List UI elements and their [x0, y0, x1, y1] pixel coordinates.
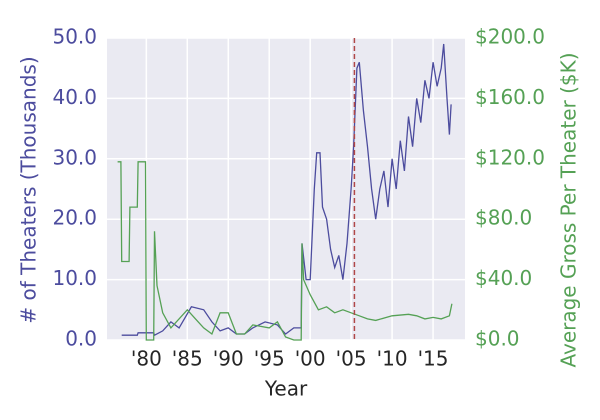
x-tick-label: '10	[377, 347, 408, 371]
x-tick-label: '85	[172, 347, 203, 371]
x-tick-label: '00	[295, 347, 326, 371]
x-tick-label: '80	[131, 347, 162, 371]
x-tick-label: '90	[213, 347, 244, 371]
series-line	[117, 161, 453, 341]
x-tick-label: '15	[418, 347, 449, 371]
y-tick-label: 30.0	[52, 145, 97, 169]
y2-tick-label: $40.0	[475, 266, 532, 290]
y-tick-label: 40.0	[52, 85, 97, 109]
y2-tick-label: $120.0	[475, 145, 545, 169]
y-tick-label: 20.0	[52, 206, 97, 230]
y-tick-label: 0.0	[65, 327, 97, 351]
x-axis-label: Year	[264, 377, 308, 401]
y2-tick-label: $160.0	[475, 85, 545, 109]
x-tick-label: '05	[336, 347, 367, 371]
x-tick-label: '95	[254, 347, 285, 371]
plot-area	[107, 38, 465, 340]
y2-tick-label: $0.0	[475, 327, 520, 351]
y-tick-label: 10.0	[52, 266, 97, 290]
y-axis-label: # of Theaters (Thousands)	[17, 56, 41, 323]
y-tick-label: 50.0	[52, 25, 97, 49]
y2-tick-label: $200.0	[475, 25, 545, 49]
y2-tick-label: $80.0	[475, 206, 532, 230]
series-line	[121, 43, 452, 337]
y2-axis-label: Average Gross Per Theater ($K)	[557, 52, 581, 367]
